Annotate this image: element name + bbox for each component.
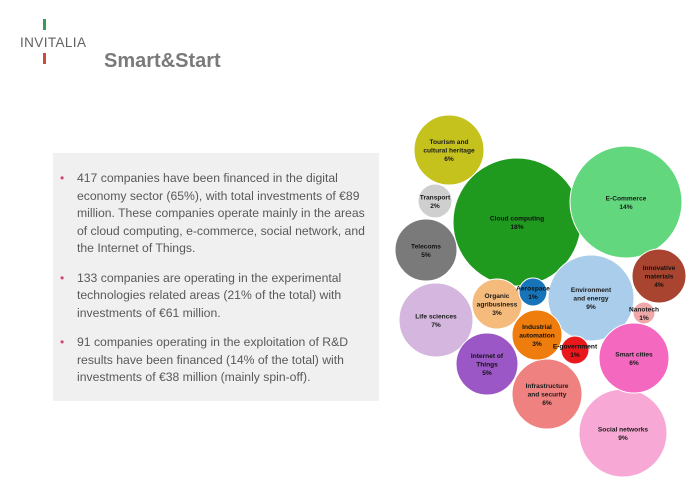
bubble-infrastructure-and-security: Infrastructure and security 6%: [511, 358, 583, 430]
bullet-icon: •: [60, 270, 65, 285]
bubble-circle: [560, 335, 590, 365]
bubble-aerospace: Aerospace 1%: [516, 277, 550, 307]
bubble-circle: [547, 254, 635, 342]
bubble-label: Smart cities 6%: [615, 351, 653, 367]
bubble-telecoms: Telecoms 5%: [394, 218, 458, 282]
bubble-label: Infrastructure and security 6%: [526, 383, 569, 407]
bubble-circle: [413, 114, 485, 186]
bubble-social-networks: Social networks 9%: [578, 388, 668, 478]
bubble-circle: [598, 322, 670, 394]
bullet-icon: •: [60, 171, 65, 185]
bubble-label: Organic agribusiness 3%: [477, 293, 518, 317]
bubble-transport: Transport 2%: [417, 183, 453, 219]
bullet-item: • 91 companies operating in the exploita…: [60, 334, 369, 387]
bullet-icon: •: [60, 335, 65, 349]
bubble-circle: [569, 145, 683, 259]
bubble-circle: [511, 358, 583, 430]
bubble-industrial-automation: Industrial automation 3%: [511, 309, 563, 361]
bullet-text: 417 companies have been financed in the …: [77, 171, 365, 255]
bullet-text: 91 companies operating in the exploitati…: [77, 335, 348, 384]
bubble-label: Life sciences 7%: [415, 313, 457, 329]
bubble-innovative-materials: Innovative materials 4%: [631, 248, 687, 304]
bubble-label: E-Commerce 14%: [606, 195, 647, 211]
slide-title: Smart&Start: [104, 50, 221, 72]
bubble-label: Nanotech 1%: [629, 306, 659, 322]
bubble-label: Innovative materials 4%: [643, 265, 676, 289]
bullet-item: • 417 companies have been financed in th…: [60, 170, 369, 258]
bubble-label: Transport 2%: [420, 194, 451, 210]
bubble-environment-and-energy: Environment and energy 9%: [547, 254, 635, 342]
bubble-label: Telecoms 5%: [411, 243, 441, 259]
bubble-label: Environment and energy 9%: [571, 287, 612, 311]
bubble-tourism-and-cultural-heritage: Tourism and cultural heritage 6%: [413, 114, 485, 186]
bubble-nanotech: Nanotech 1%: [629, 301, 659, 325]
bubble-label: Social networks 9%: [598, 426, 649, 442]
bubble-organic-agribusiness: Organic agribusiness 3%: [471, 278, 523, 330]
bubble-label: E-government 1%: [553, 343, 598, 359]
bubble-label: Tourism and cultural heritage 6%: [423, 139, 475, 163]
logo-flag-red: [43, 53, 46, 64]
logo-flag-green: [43, 19, 46, 30]
bubble-circle: [455, 332, 519, 396]
bubble-label: Industrial automation 3%: [519, 324, 555, 348]
bubble-circle: [417, 183, 453, 219]
bubble-circle: [394, 218, 458, 282]
bullet-list: • 417 companies have been financed in th…: [53, 153, 379, 387]
bubble-circle: [631, 248, 687, 304]
bubble-label: Cloud computing 18%: [490, 215, 544, 231]
bubble-circle: [632, 301, 656, 325]
bubble-circle: [511, 309, 563, 361]
bubble-e-commerce: E-Commerce 14%: [569, 145, 683, 259]
bubble-internet-of-things: Internet of Things 5%: [455, 332, 519, 396]
logo: INVITALIA: [20, 35, 87, 50]
text-panel: • 417 companies have been financed in th…: [53, 153, 379, 401]
bubble-life-sciences: Life sciences 7%: [398, 282, 474, 358]
bubble-circle: [471, 278, 523, 330]
bubble-label: Internet of Things 5%: [471, 353, 504, 377]
bubble-label: Aerospace 1%: [516, 285, 550, 301]
bubble-e-government: E-government 1%: [553, 335, 598, 365]
bubble-smart-cities: Smart cities 6%: [598, 322, 670, 394]
bubble-circle: [518, 277, 548, 307]
bullet-text: 133 companies are operating in the exper…: [77, 270, 342, 320]
bubble-circle: [398, 282, 474, 358]
bullet-item: • 133 companies are operating in the exp…: [60, 270, 369, 323]
